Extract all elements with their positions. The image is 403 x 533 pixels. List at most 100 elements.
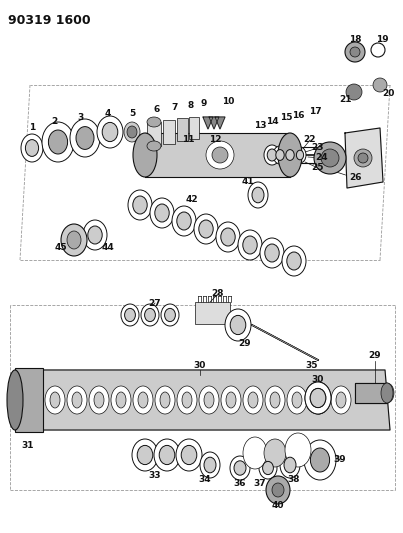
Ellipse shape <box>7 370 23 430</box>
Text: 29: 29 <box>369 351 381 359</box>
Text: 12: 12 <box>209 135 221 144</box>
Text: 24: 24 <box>316 154 328 163</box>
Ellipse shape <box>160 392 170 408</box>
Text: 36: 36 <box>234 479 246 488</box>
Ellipse shape <box>276 150 284 160</box>
Text: 8: 8 <box>188 101 194 110</box>
Ellipse shape <box>67 231 81 249</box>
Ellipse shape <box>177 212 191 230</box>
Ellipse shape <box>284 457 296 473</box>
Ellipse shape <box>371 43 385 57</box>
Ellipse shape <box>248 182 268 208</box>
Ellipse shape <box>252 187 264 203</box>
Ellipse shape <box>161 304 179 326</box>
Ellipse shape <box>321 149 339 167</box>
Text: 34: 34 <box>199 475 211 484</box>
Ellipse shape <box>88 226 102 244</box>
Ellipse shape <box>243 437 267 469</box>
Ellipse shape <box>238 230 262 260</box>
Text: 41: 41 <box>242 177 254 187</box>
Ellipse shape <box>286 150 294 160</box>
Ellipse shape <box>172 206 196 236</box>
Ellipse shape <box>264 145 280 165</box>
Ellipse shape <box>346 84 362 100</box>
Ellipse shape <box>155 386 175 414</box>
Ellipse shape <box>314 142 346 174</box>
Ellipse shape <box>345 42 365 62</box>
Ellipse shape <box>70 119 100 157</box>
Ellipse shape <box>310 389 326 408</box>
Text: 29: 29 <box>239 338 251 348</box>
Ellipse shape <box>67 386 87 414</box>
Ellipse shape <box>50 392 60 408</box>
Ellipse shape <box>230 316 246 335</box>
Ellipse shape <box>225 309 251 341</box>
Text: 2: 2 <box>51 117 57 126</box>
Bar <box>195 302 230 324</box>
Text: 37: 37 <box>253 479 266 488</box>
Ellipse shape <box>48 130 68 154</box>
Ellipse shape <box>199 220 213 238</box>
Text: 16: 16 <box>292 110 304 119</box>
Text: 28: 28 <box>212 289 224 298</box>
Ellipse shape <box>72 392 82 408</box>
Ellipse shape <box>226 392 236 408</box>
Ellipse shape <box>309 386 329 414</box>
Text: 40: 40 <box>272 500 284 510</box>
Ellipse shape <box>199 386 219 414</box>
Ellipse shape <box>194 214 218 244</box>
Text: 38: 38 <box>288 475 300 484</box>
Ellipse shape <box>145 309 156 321</box>
Ellipse shape <box>264 439 286 467</box>
Text: 21: 21 <box>340 94 352 103</box>
Ellipse shape <box>177 386 197 414</box>
Ellipse shape <box>61 224 87 256</box>
Ellipse shape <box>154 439 180 471</box>
Ellipse shape <box>336 392 346 408</box>
Text: 18: 18 <box>349 36 361 44</box>
Text: 7: 7 <box>172 103 178 112</box>
Text: 25: 25 <box>312 164 324 173</box>
Ellipse shape <box>282 246 306 276</box>
Text: 19: 19 <box>376 35 388 44</box>
Ellipse shape <box>176 439 202 471</box>
Ellipse shape <box>294 147 306 163</box>
Ellipse shape <box>83 220 107 250</box>
Text: 17: 17 <box>309 108 321 117</box>
Text: 6: 6 <box>154 106 160 115</box>
Ellipse shape <box>287 386 307 414</box>
Ellipse shape <box>137 446 153 465</box>
Ellipse shape <box>267 149 277 161</box>
Ellipse shape <box>76 127 94 149</box>
Text: 27: 27 <box>149 298 161 308</box>
Ellipse shape <box>111 386 131 414</box>
Ellipse shape <box>200 452 220 478</box>
Ellipse shape <box>182 392 192 408</box>
Ellipse shape <box>159 446 175 465</box>
Ellipse shape <box>124 122 140 142</box>
Ellipse shape <box>305 382 331 414</box>
Ellipse shape <box>216 222 240 252</box>
Ellipse shape <box>331 386 351 414</box>
Bar <box>189 117 199 139</box>
Polygon shape <box>20 370 390 430</box>
Text: 3: 3 <box>77 112 83 122</box>
Bar <box>163 120 175 144</box>
Polygon shape <box>209 117 219 129</box>
Ellipse shape <box>164 309 175 321</box>
Ellipse shape <box>147 117 161 127</box>
Text: 9: 9 <box>201 100 207 109</box>
Ellipse shape <box>133 133 157 177</box>
Ellipse shape <box>285 433 311 467</box>
Ellipse shape <box>283 146 297 164</box>
Ellipse shape <box>221 386 241 414</box>
Ellipse shape <box>204 392 214 408</box>
Bar <box>145 133 290 177</box>
Ellipse shape <box>45 386 65 414</box>
Ellipse shape <box>243 236 257 254</box>
Text: 30: 30 <box>312 376 324 384</box>
Ellipse shape <box>265 386 285 414</box>
Ellipse shape <box>102 123 118 142</box>
Text: 39: 39 <box>334 456 346 464</box>
Ellipse shape <box>310 448 330 472</box>
